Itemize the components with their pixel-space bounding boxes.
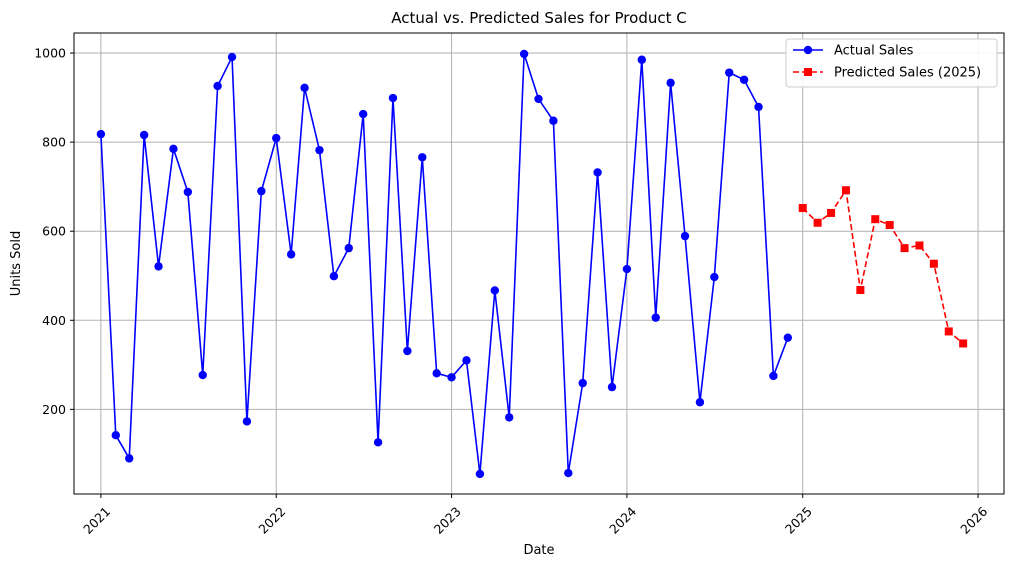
plot-frame (73, 32, 1005, 495)
data-point (944, 327, 953, 336)
data-point (286, 250, 296, 259)
series-line-1 (802, 188, 964, 345)
data-point (490, 286, 500, 295)
data-point (344, 243, 353, 253)
data-point (462, 356, 471, 365)
data-point (622, 264, 632, 274)
y-tick-label: 1000 (34, 46, 66, 61)
data-point (139, 130, 149, 140)
data-point (272, 133, 281, 143)
legend-marker (804, 68, 812, 76)
data-point (739, 75, 749, 84)
data-point (227, 52, 237, 62)
data-point (651, 313, 660, 322)
data-point (827, 208, 836, 217)
data-point (725, 68, 734, 77)
data-point (710, 272, 719, 282)
y-axis-label: Units Sold (9, 231, 24, 296)
data-point (242, 417, 252, 426)
data-point (505, 413, 514, 422)
data-point (798, 204, 807, 213)
data-point (534, 94, 543, 104)
data-point (388, 93, 398, 103)
legend-label: Predicted Sales (2025) (834, 66, 981, 81)
data-point (841, 186, 850, 195)
data-point (183, 187, 193, 197)
data-point (959, 339, 968, 348)
y-tick-label: 600 (42, 224, 66, 239)
data-point (856, 286, 865, 295)
data-point (769, 371, 778, 381)
data-point (125, 454, 134, 463)
data-point (549, 116, 558, 125)
data-point (885, 220, 894, 229)
data-point (695, 398, 705, 407)
data-point (418, 153, 427, 162)
data-point (607, 382, 617, 392)
data-point (447, 373, 456, 382)
data-point (96, 129, 106, 139)
data-point (169, 144, 178, 154)
legend-label: Actual Sales (834, 44, 914, 59)
data-point (154, 262, 163, 271)
data-point (666, 78, 675, 88)
data-point (300, 83, 309, 92)
data-point (213, 81, 222, 91)
data-point (680, 231, 690, 241)
legend: Actual Sales Predicted Sales (2025) (785, 38, 998, 88)
y-tick-label: 200 (42, 402, 66, 417)
data-point (578, 378, 587, 388)
y-tick-label: 800 (42, 135, 66, 150)
data-point (754, 102, 763, 112)
data-point (637, 55, 646, 64)
data-point (257, 186, 266, 196)
data-point (475, 469, 485, 479)
data-point (915, 241, 924, 250)
data-point (519, 49, 529, 59)
data-point (373, 438, 383, 447)
series-line-0 (100, 53, 789, 475)
data-point (358, 109, 368, 119)
data-point (593, 168, 602, 177)
chart-title: Actual vs. Predicted Sales for Product C (391, 9, 686, 27)
data-point (315, 145, 324, 155)
data-point (783, 333, 793, 342)
data-point (871, 215, 880, 224)
data-point (564, 468, 573, 478)
data-point (432, 369, 441, 378)
legend-box (785, 38, 998, 88)
data-point (198, 370, 207, 380)
y-tick-label: 400 (42, 313, 66, 328)
data-point (929, 259, 938, 268)
legend-marker (803, 45, 813, 55)
data-point (329, 271, 339, 281)
data-point (900, 244, 909, 253)
x-axis-label: Date (523, 543, 554, 558)
data-point (403, 346, 412, 356)
data-point (111, 431, 120, 440)
data-point (813, 218, 822, 227)
